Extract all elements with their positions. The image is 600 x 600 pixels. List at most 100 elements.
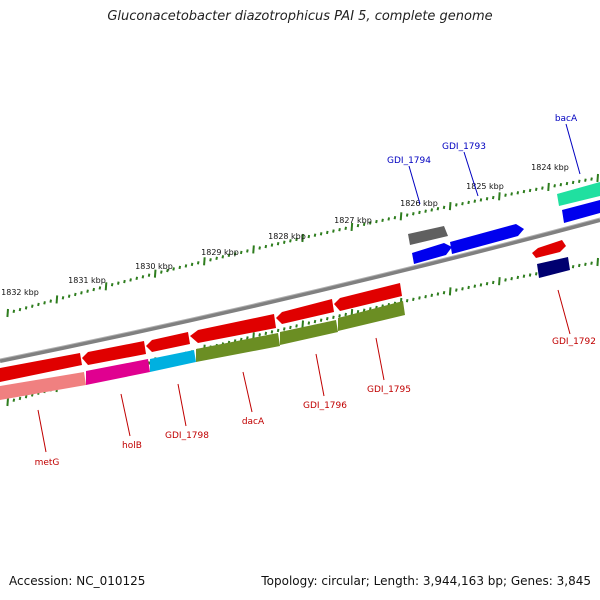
minor-tick: [424, 209, 427, 213]
minor-tick: [467, 285, 470, 290]
minor-tick: [332, 315, 335, 319]
minor-tick: [215, 256, 218, 261]
major-tick: [448, 287, 452, 296]
minor-tick: [442, 205, 446, 210]
kbp-label: 1825 kbp: [466, 182, 504, 191]
minor-tick: [313, 319, 317, 324]
minor-tick: [129, 278, 132, 282]
gene-GDI_1795[interactable]: [338, 301, 405, 331]
gene-metG[interactable]: [0, 353, 82, 382]
minor-tick: [123, 279, 126, 284]
minor-tick: [172, 267, 175, 271]
major-tick: [498, 277, 501, 286]
minor-tick: [31, 304, 34, 308]
minor-tick: [24, 306, 28, 310]
minor-tick: [565, 181, 569, 186]
gene-GDI_1792[interactable]: [537, 257, 570, 278]
gene-bacA[interactable]: [562, 200, 600, 223]
gene-GDI_1794[interactable]: [412, 243, 452, 264]
major-tick: [399, 212, 403, 221]
minor-tick: [516, 275, 520, 280]
minor-tick: [166, 268, 169, 273]
kbp-label: 1829 kbp: [201, 248, 239, 257]
kbp-label: 1828 kbp: [268, 232, 306, 241]
minor-tick: [270, 330, 274, 334]
minor-tick: [49, 299, 53, 303]
minor-tick: [12, 398, 16, 402]
gene-holB-red[interactable]: [82, 341, 146, 365]
minor-tick: [516, 191, 520, 195]
minor-tick: [289, 325, 292, 330]
minor-tick: [381, 218, 384, 222]
gene-GDI_1794-gray[interactable]: [408, 226, 448, 245]
minor-tick: [528, 273, 532, 277]
major-tick: [203, 257, 206, 266]
kbp-scale: [6, 173, 599, 318]
minor-tick: [227, 253, 231, 258]
gene-bacA-teal[interactable]: [557, 182, 600, 206]
gene-label-holB: holB: [122, 441, 142, 451]
major-tick: [301, 233, 304, 243]
minor-tick: [590, 261, 593, 265]
minor-tick: [86, 289, 89, 293]
genome-backbone: [0, 218, 600, 363]
minor-tick: [319, 318, 323, 322]
gene-GDI_1795-red[interactable]: [334, 283, 402, 311]
minor-tick: [504, 193, 507, 197]
minor-tick: [264, 331, 268, 336]
major-tick: [55, 295, 59, 304]
minor-tick: [307, 234, 311, 239]
minor-tick: [141, 275, 145, 279]
map-title: Gluconacetobacter diazotrophicus PAI 5, …: [107, 9, 493, 24]
minor-tick: [559, 182, 563, 187]
minor-tick: [147, 361, 151, 365]
gene-label-bacA: bacA: [555, 114, 578, 124]
minor-tick: [270, 243, 274, 247]
gene-label-GDI_1795: GDI_1795: [367, 385, 411, 395]
minor-tick: [491, 195, 495, 200]
major-tick: [547, 182, 550, 192]
minor-tick: [209, 258, 212, 262]
minor-tick: [455, 288, 458, 292]
minor-tick: [479, 198, 483, 202]
gene-GDI_1792-red[interactable]: [532, 240, 566, 258]
gene-dacA-red[interactable]: [190, 314, 276, 343]
minor-tick: [61, 296, 65, 300]
accession-label: Accession: NC_010125: [9, 574, 146, 588]
minor-tick: [522, 189, 526, 194]
bottom-label-lines: [37, 289, 571, 453]
minor-tick: [467, 200, 470, 205]
minor-tick: [147, 273, 151, 277]
minor-tick: [356, 223, 360, 228]
minor-tick: [430, 208, 434, 212]
gene-label-GDI_1793: GDI_1793: [442, 142, 486, 152]
minor-tick: [571, 180, 575, 185]
gene-dacA[interactable]: [196, 333, 280, 362]
gene-GDI_1796-red[interactable]: [276, 299, 334, 324]
minor-tick: [553, 184, 556, 188]
minor-tick: [184, 264, 188, 268]
minor-tick: [135, 276, 139, 281]
gene-holB[interactable]: [86, 359, 150, 385]
minor-tick: [190, 262, 194, 267]
major-tick: [596, 173, 599, 183]
minor-tick: [504, 278, 507, 282]
minor-tick: [473, 199, 477, 203]
minor-tick: [418, 296, 421, 300]
gene-metG-pink[interactable]: [0, 372, 86, 400]
minor-tick: [510, 192, 513, 196]
minor-tick: [12, 309, 16, 313]
minor-tick: [282, 240, 286, 244]
kbp-label: 1827 kbp: [334, 216, 372, 225]
minor-tick: [319, 232, 323, 236]
gene-GDI_1798[interactable]: [150, 350, 196, 372]
gene-GDI_1798-red[interactable]: [146, 332, 190, 352]
minor-tick: [541, 186, 544, 190]
gene-GDI_1793[interactable]: [450, 224, 524, 254]
minor-tick: [18, 396, 22, 401]
gene-GDI_1796[interactable]: [280, 320, 338, 345]
gene-label-GDI_1792: GDI_1792: [552, 337, 596, 347]
minor-tick: [424, 294, 427, 299]
minor-tick: [571, 264, 575, 269]
gene-label-dacA: dacA: [242, 417, 265, 427]
